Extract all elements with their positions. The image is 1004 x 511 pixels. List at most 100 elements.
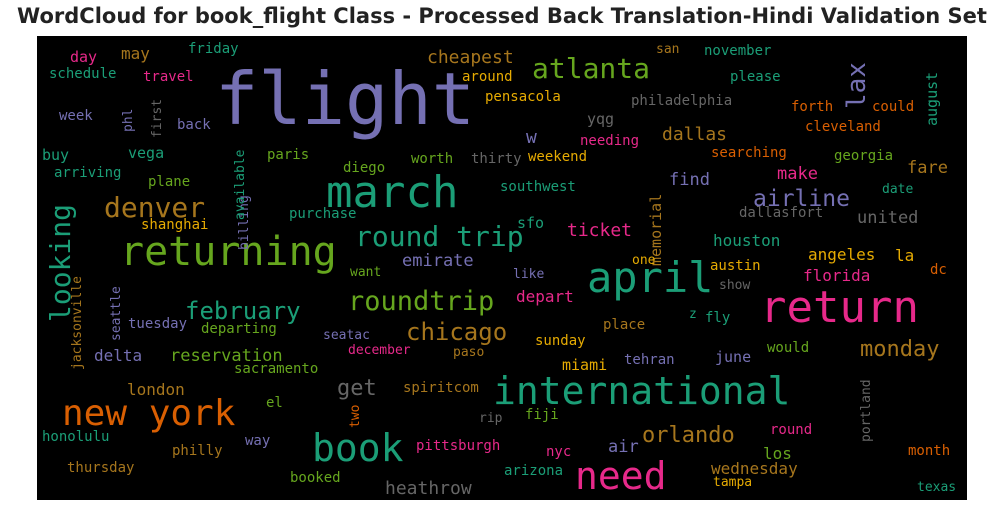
word-show: show xyxy=(719,278,750,293)
word-tampa: tampa xyxy=(713,475,752,490)
word-seattle: seattle xyxy=(109,286,124,341)
word-travel: travel xyxy=(143,69,194,85)
word-emirate: emirate xyxy=(402,251,474,271)
word-tehran: tehran xyxy=(624,352,675,368)
word-worth: worth xyxy=(411,151,453,167)
word-find: find xyxy=(669,170,710,190)
word-departing: departing xyxy=(201,321,277,337)
word-united: united xyxy=(857,208,918,228)
word-thirty: thirty xyxy=(471,151,522,167)
word-august: august xyxy=(923,72,941,126)
word-arizona: arizona xyxy=(504,463,563,479)
word-schedule: schedule xyxy=(49,66,116,82)
word-florida: florida xyxy=(803,266,870,285)
word-arriving: arriving xyxy=(54,165,121,181)
word-returning: returning xyxy=(120,229,337,275)
word-thursday: thursday xyxy=(67,460,134,476)
word-wednesday: wednesday xyxy=(711,459,798,478)
word-weekend: weekend xyxy=(528,149,587,165)
word-searching: searching xyxy=(711,145,787,161)
word-fiji: fiji xyxy=(525,407,559,423)
word-first: first xyxy=(150,99,165,138)
word-lax: lax xyxy=(842,62,872,109)
word-paris: paris xyxy=(267,147,309,163)
word-one: one xyxy=(632,253,656,268)
word-portland: portland xyxy=(859,379,874,442)
word-new-york: new york xyxy=(62,393,236,434)
word-back: back xyxy=(177,117,211,133)
word-chicago: chicago xyxy=(406,318,507,346)
word-honolulu: honolulu xyxy=(42,429,109,445)
word-el: el xyxy=(266,395,283,411)
word-december: december xyxy=(348,343,411,358)
word-february: february xyxy=(185,297,301,325)
word-georgia: georgia xyxy=(834,148,893,164)
chart-title: WordCloud for book_flight Class - Proces… xyxy=(17,4,987,28)
word-air: air xyxy=(608,437,639,457)
word-friday: friday xyxy=(188,41,239,57)
word-like: like xyxy=(513,267,544,282)
word-los: los xyxy=(763,444,792,463)
word-airline: airline xyxy=(753,186,850,212)
word-place: place xyxy=(603,317,645,333)
word-southwest: southwest xyxy=(500,179,576,195)
word-want: want xyxy=(350,265,381,280)
word-way: way xyxy=(245,433,270,449)
word-orlando: orlando xyxy=(642,423,735,448)
word-pensacola: pensacola xyxy=(485,89,561,105)
word-looking: looking xyxy=(44,204,77,322)
word-purchase: purchase xyxy=(289,206,356,222)
word-available: available xyxy=(233,149,248,220)
word-phl: phl xyxy=(121,109,136,132)
word-cloud-canvas: flight march returning return april internati… xyxy=(42,41,956,499)
word-buy: buy xyxy=(42,146,69,164)
word-june: june xyxy=(715,348,751,366)
word-november: november xyxy=(704,43,771,59)
word-shanghai: shanghai xyxy=(141,217,208,233)
word-april: april xyxy=(587,253,713,302)
word-houston: houston xyxy=(713,231,780,250)
word-angeles: angeles xyxy=(808,245,875,264)
word-month: month xyxy=(908,443,950,459)
word-day: day xyxy=(70,48,97,66)
word-jacksonville: jacksonville xyxy=(70,276,85,370)
word-w: w xyxy=(526,127,537,148)
word-austin: austin xyxy=(710,258,761,274)
word-please: please xyxy=(730,69,781,85)
word-monday: monday xyxy=(860,337,939,362)
word-forth: forth xyxy=(791,99,833,115)
word-yqg: yqg xyxy=(587,110,614,128)
word-tuesday: tuesday xyxy=(128,316,187,332)
word-book: book xyxy=(312,426,404,470)
word-plane: plane xyxy=(148,174,190,190)
word-atlanta: atlanta xyxy=(532,52,650,85)
word-around: around xyxy=(462,69,513,85)
word-reservation: reservation xyxy=(170,346,283,366)
word-make: make xyxy=(777,164,818,184)
word-dallas: dallas xyxy=(662,124,727,145)
word-booked: booked xyxy=(290,470,341,486)
word-would: would xyxy=(767,340,809,356)
word-heathrow: heathrow xyxy=(385,478,472,499)
word-miami: miami xyxy=(562,356,607,374)
word-spiritcom: spiritcom xyxy=(403,380,479,396)
word-return: return xyxy=(760,282,919,333)
word-la: la xyxy=(895,246,914,265)
word-london: london xyxy=(127,380,185,399)
word-paso: paso xyxy=(453,345,484,360)
word-dc: dc xyxy=(930,262,947,278)
word-billing: billing xyxy=(237,195,252,250)
word-denver: denver xyxy=(104,191,205,224)
word-round: round xyxy=(770,422,812,438)
word-week: week xyxy=(59,108,93,124)
word-round-trip: round trip xyxy=(355,220,524,253)
word-cheapest: cheapest xyxy=(427,47,514,68)
word-fare: fare xyxy=(907,158,948,178)
word-roundtrip: roundtrip xyxy=(348,286,494,317)
word-fly: fly xyxy=(705,310,730,326)
word-march: march xyxy=(326,167,458,218)
word-rip: rip xyxy=(479,411,503,426)
word-could: could xyxy=(872,99,914,115)
word-memorial: memorial xyxy=(647,194,665,266)
word-sunday: sunday xyxy=(535,333,586,349)
